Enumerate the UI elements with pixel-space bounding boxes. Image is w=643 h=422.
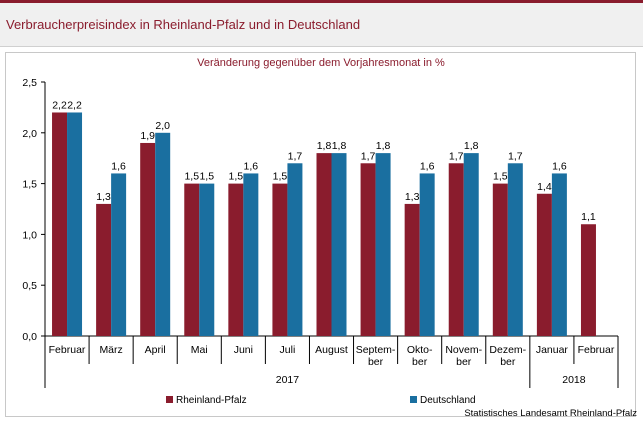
- bar: [184, 183, 200, 336]
- data-label: 1,8: [464, 140, 479, 152]
- year-group-label: 2018: [562, 374, 586, 386]
- data-label: 1,9: [140, 130, 155, 142]
- x-category-label: Okto-: [407, 344, 433, 356]
- x-category-label: April: [145, 344, 166, 356]
- y-tick-label: 2,0: [22, 128, 37, 140]
- data-label: 1,5: [199, 171, 214, 183]
- x-category-label: Mai: [191, 344, 208, 356]
- data-label: 1,8: [317, 140, 332, 152]
- x-category-label: Februar: [49, 344, 86, 356]
- chart-title: Verbraucherpreisindex in Rheinland-Pfalz…: [6, 17, 361, 32]
- bar: [155, 132, 171, 336]
- bar: [551, 173, 567, 336]
- data-label: 1,8: [376, 140, 391, 152]
- data-label: 1,7: [449, 150, 464, 162]
- data-label: 1,7: [508, 150, 523, 162]
- x-category-label: Juli: [280, 344, 296, 356]
- data-label: 1,4: [537, 181, 552, 193]
- bar: [96, 203, 112, 336]
- bar: [536, 193, 552, 336]
- data-label: 1,6: [244, 160, 259, 172]
- data-label: 1,5: [273, 171, 288, 183]
- x-category-label: ber: [456, 356, 472, 368]
- year-group-label: 2017: [276, 374, 300, 386]
- data-label: 1,1: [581, 211, 596, 223]
- bar: [140, 142, 156, 336]
- data-label: 1,5: [184, 171, 199, 183]
- data-label: 2,2: [67, 99, 82, 111]
- bar: [404, 203, 420, 336]
- bar: [199, 183, 215, 336]
- legend-label: Rheinland-Pfalz: [176, 395, 247, 406]
- data-label: 1,3: [405, 191, 420, 203]
- data-label: 1,6: [420, 160, 435, 172]
- data-label: 1,7: [288, 150, 303, 162]
- x-category-label: ber: [412, 356, 428, 368]
- bar: [287, 163, 303, 336]
- data-label: 1,5: [493, 171, 508, 183]
- bar: [580, 224, 596, 336]
- x-category-label: Juni: [234, 344, 253, 356]
- legend-swatch: [410, 396, 417, 403]
- bar: [463, 153, 479, 336]
- data-label: 1,7: [361, 150, 376, 162]
- x-category-label: August: [315, 344, 348, 356]
- x-category-label: Februar: [578, 344, 615, 356]
- y-tick-label: 2,5: [22, 77, 37, 89]
- x-category-label: Dezem-: [489, 344, 526, 356]
- bar: [67, 112, 83, 336]
- data-label: 1,6: [111, 160, 126, 172]
- y-tick-label: 0,0: [22, 331, 37, 343]
- source-note: Statistisches Landesamt Rheinland-Pfalz: [464, 408, 637, 419]
- data-label: 2,0: [155, 120, 170, 132]
- legend-label: Deutschland: [420, 395, 476, 406]
- x-category-label: Januar: [536, 344, 569, 356]
- bar: [52, 112, 68, 336]
- bar: [507, 163, 523, 336]
- bar: [375, 153, 391, 336]
- legend-swatch: [166, 396, 173, 403]
- y-tick-label: 1,5: [22, 179, 37, 191]
- y-tick-label: 0,5: [22, 280, 37, 292]
- bar: [360, 163, 376, 336]
- bar: [448, 163, 464, 336]
- bar: [243, 173, 259, 336]
- bar: [111, 173, 127, 336]
- x-category-label: März: [99, 344, 122, 356]
- bar: [492, 183, 508, 336]
- x-category-label: Novem-: [445, 344, 482, 356]
- data-label: 1,8: [332, 140, 347, 152]
- data-label: 1,5: [229, 171, 244, 183]
- top-accent-rule: [0, 0, 643, 3]
- y-tick-label: 1,0: [22, 229, 37, 241]
- data-label: 2,2: [52, 99, 67, 111]
- x-category-label: ber: [500, 356, 516, 368]
- bar: [316, 153, 332, 336]
- x-category-label: ber: [368, 356, 384, 368]
- bar: [419, 173, 435, 336]
- bar: [272, 183, 288, 336]
- data-label: 1,3: [96, 191, 111, 203]
- bar: [331, 153, 347, 336]
- header-band: Verbraucherpreisindex in Rheinland-Pfalz…: [0, 3, 643, 47]
- chart-subtitle: Veränderung gegenüber dem Vorjahresmonat…: [197, 57, 445, 69]
- bar: [228, 183, 244, 336]
- data-label: 1,6: [552, 160, 567, 172]
- x-category-label: Septem-: [356, 344, 396, 356]
